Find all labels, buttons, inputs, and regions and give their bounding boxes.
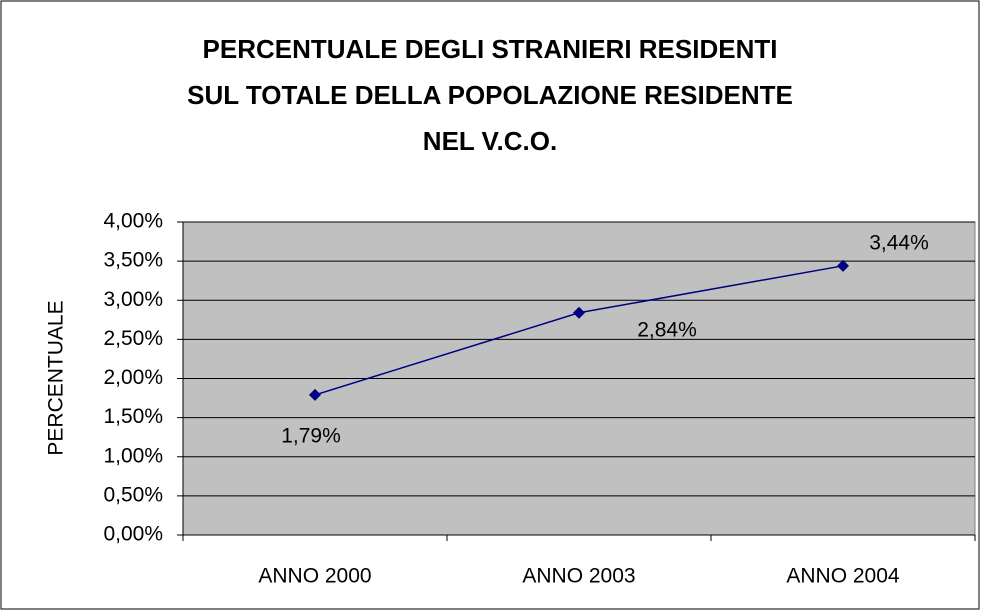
- data-label: 2,84%: [637, 318, 697, 341]
- x-tick-label: ANNO 2003: [522, 565, 635, 588]
- chart-title: NEL V.C.O.: [423, 126, 557, 156]
- x-tick-label: ANNO 2004: [786, 565, 900, 588]
- chart-title: SUL TOTALE DELLA POPOLAZIONE RESIDENTE: [187, 80, 793, 110]
- x-tick-label: ANNO 2000: [258, 565, 371, 588]
- marker: [573, 306, 585, 319]
- y-axis-label: PERCENTUALE: [45, 300, 68, 455]
- y-tick-label: 3,50%: [103, 249, 163, 272]
- chart-title: PERCENTUALE DEGLI STRANIERI RESIDENTI: [203, 34, 778, 64]
- y-tick-label: 0,50%: [103, 483, 163, 506]
- y-tick-label: 0,00%: [103, 523, 163, 546]
- y-tick-label: 2,50%: [103, 327, 163, 350]
- marker: [837, 259, 849, 272]
- y-tick-label: 2,00%: [103, 366, 163, 389]
- data-label: 3,44%: [869, 231, 929, 254]
- y-tick-label: 4,00%: [103, 210, 163, 233]
- y-tick-label: 3,00%: [103, 288, 163, 311]
- data-label: 1,79%: [281, 424, 341, 447]
- y-tick-label: 1,50%: [103, 405, 163, 428]
- y-tick-label: 1,00%: [103, 444, 163, 467]
- marker: [309, 388, 321, 401]
